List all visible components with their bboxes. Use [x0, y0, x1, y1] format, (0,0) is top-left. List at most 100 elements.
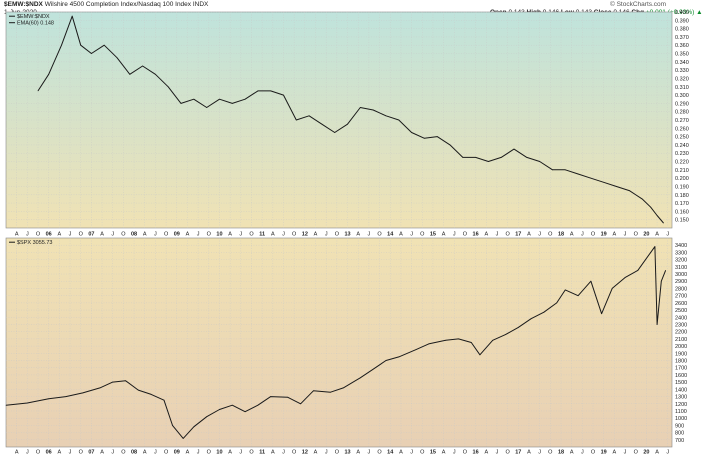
legend-entry: $SPX 3055.73	[17, 240, 52, 246]
data-point	[663, 222, 664, 224]
x-tick-label: 10	[216, 232, 222, 238]
x-tick-label: O	[548, 232, 553, 238]
x-tick-label: J	[624, 232, 627, 238]
data-point	[48, 73, 50, 75]
data-point	[308, 115, 310, 117]
data-point	[37, 90, 39, 92]
data-point	[129, 73, 131, 75]
y-tick-label: 3400	[675, 243, 687, 249]
x-tick-label: J	[111, 232, 114, 238]
y-tick-label: 0.150	[675, 218, 689, 224]
data-point	[71, 15, 73, 17]
data-point	[347, 123, 348, 125]
y-tick-label: 2000	[675, 344, 687, 350]
x-tick-label: O	[207, 450, 212, 456]
data-point	[500, 157, 502, 158]
data-point	[398, 119, 400, 121]
x-tick-label: 18	[558, 450, 564, 456]
data-point	[372, 109, 374, 111]
x-tick-label: 20	[643, 450, 649, 456]
x-tick-label: J	[197, 232, 200, 238]
y-tick-label: 1000	[675, 416, 687, 422]
x-tick-label: J	[666, 450, 669, 456]
data-point	[167, 86, 169, 88]
data-point	[415, 349, 417, 351]
y-tick-label: 2600	[675, 301, 687, 307]
data-point	[172, 425, 173, 426]
x-tick-label: J	[624, 450, 627, 456]
x-tick-label: A	[100, 232, 104, 238]
x-tick-label: O	[463, 450, 468, 456]
x-tick-label: J	[282, 232, 285, 238]
data-point	[182, 438, 184, 439]
data-point	[517, 327, 519, 328]
y-tick-label: 0.290	[675, 101, 689, 107]
x-tick-label: A	[399, 450, 403, 456]
x-tick-label: O	[591, 232, 596, 238]
x-tick-label: O	[121, 450, 126, 456]
y-tick-label: 0.320	[675, 76, 689, 82]
x-tick-label: 12	[302, 450, 308, 456]
x-tick-label: O	[249, 450, 254, 456]
x-tick-label: 13	[344, 232, 350, 238]
x-tick-label: O	[505, 450, 510, 456]
x-tick-label: J	[282, 450, 285, 456]
data-point	[65, 396, 67, 397]
y-tick-label: 900	[675, 423, 684, 429]
x-tick-label: O	[420, 232, 425, 238]
x-tick-label: A	[143, 232, 147, 238]
data-point	[372, 368, 374, 370]
watermark: © StockCharts.com	[610, 1, 667, 8]
x-tick-label: A	[356, 232, 360, 238]
data-point	[577, 173, 579, 175]
data-point	[590, 280, 592, 282]
y-tick-label: 0.230	[675, 151, 689, 157]
data-point	[48, 398, 50, 400]
data-point	[180, 103, 182, 104]
x-tick-label: J	[538, 232, 541, 238]
x-tick-label: O	[36, 232, 41, 238]
data-point	[641, 198, 643, 200]
data-point	[330, 391, 331, 393]
data-point	[436, 136, 438, 137]
x-tick-label: J	[410, 232, 413, 238]
y-tick-label: 1300	[675, 395, 687, 401]
x-tick-label: 07	[88, 232, 94, 238]
y-tick-label: 1900	[675, 351, 687, 357]
exchange-label: INDX	[192, 1, 209, 8]
data-point	[564, 169, 566, 171]
data-point	[103, 44, 105, 46]
data-point	[385, 115, 387, 117]
x-tick-label: A	[570, 450, 574, 456]
x-tick-label: O	[377, 450, 382, 456]
y-tick-label: 3200	[675, 258, 687, 264]
x-tick-label: 12	[302, 232, 308, 238]
data-point	[193, 98, 195, 100]
y-tick-label: 800	[675, 431, 684, 437]
x-tick-label: A	[484, 450, 488, 456]
y-tick-label: 1200	[675, 402, 687, 408]
data-point	[475, 157, 476, 158]
x-tick-label: J	[453, 232, 456, 238]
x-tick-label: J	[69, 450, 72, 456]
y-tick-label: 2800	[675, 286, 687, 292]
y-tick-label: 0.370	[675, 35, 689, 41]
data-point	[300, 403, 301, 405]
x-tick-label: A	[15, 232, 19, 238]
y-tick-label: 0.390	[675, 18, 689, 24]
x-tick-label: 06	[46, 232, 52, 238]
data-point	[590, 177, 592, 179]
data-point	[539, 161, 541, 162]
x-tick-label: J	[496, 232, 499, 238]
x-tick-label: J	[239, 232, 242, 238]
x-tick-label: 19	[601, 450, 607, 456]
x-tick-label: A	[186, 450, 190, 456]
y-tick-label: 1700	[675, 366, 687, 372]
x-tick-label: A	[271, 450, 275, 456]
data-point	[244, 411, 246, 413]
x-tick-label: 16	[473, 450, 479, 456]
y-tick-label: 1100	[675, 409, 687, 415]
x-tick-label: O	[207, 232, 212, 238]
y-tick-label: 2100	[675, 337, 687, 343]
y-tick-label: 700	[675, 438, 684, 444]
